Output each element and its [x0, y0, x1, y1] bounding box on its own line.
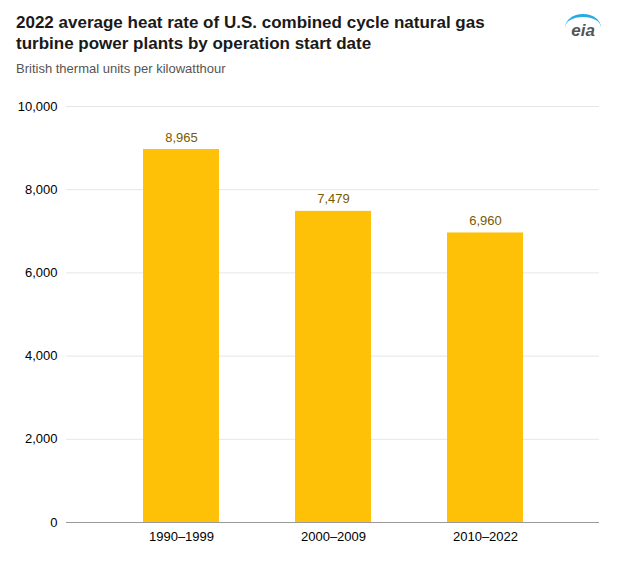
svg-text:2,000: 2,000	[25, 431, 58, 446]
svg-text:7,479: 7,479	[317, 191, 350, 206]
svg-text:2000–2009: 2000–2009	[301, 528, 366, 543]
svg-text:10,000: 10,000	[18, 98, 58, 113]
html-text:eia: eia	[571, 21, 595, 40]
svg-text:1990–1999: 1990–1999	[149, 528, 214, 543]
svg-text:4,000: 4,000	[25, 348, 58, 363]
svg-text:8,000: 8,000	[25, 181, 58, 196]
svg-text:6,960: 6,960	[469, 212, 502, 227]
svg-text:0: 0	[50, 514, 57, 529]
svg-text:2010–2022: 2010–2022	[453, 528, 518, 543]
html-text:2022 average heat rate of U.S.: 2022 average heat rate of U.S. combined …	[16, 13, 485, 54]
svg-text:8,965: 8,965	[165, 129, 198, 144]
html-text:British thermal units per kilo: British thermal units per kilowatthour	[16, 60, 226, 76]
svg-text:6,000: 6,000	[25, 265, 58, 280]
